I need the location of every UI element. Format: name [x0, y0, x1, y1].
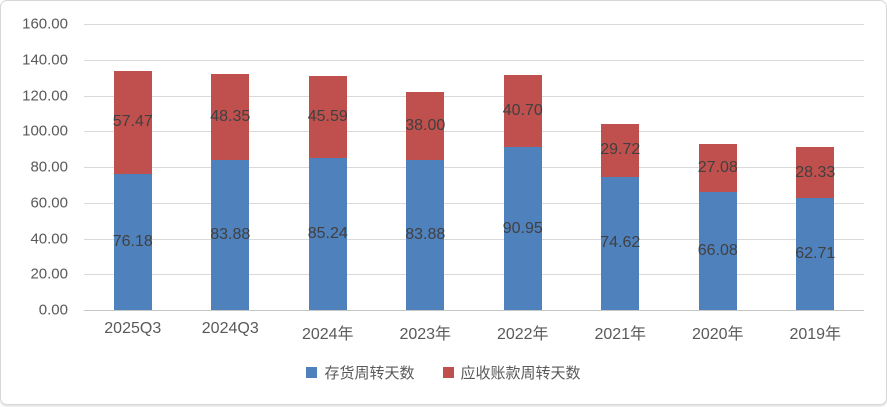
- bar-value-label: 40.70: [502, 102, 543, 120]
- gridline: [84, 24, 864, 25]
- x-category-label: 2019年: [789, 326, 842, 343]
- bar-group: 62.71 28.33: [767, 24, 865, 310]
- stacked-bar: 83.88 38.00: [405, 92, 446, 310]
- bar-value-label: 57.47: [112, 113, 153, 131]
- gridline: [84, 95, 864, 97]
- inventory-turnover-days-segment: 83.88: [210, 160, 251, 310]
- legend: 存货周转天数 应收账款周转天数: [1, 362, 886, 383]
- gridline: [84, 167, 864, 168]
- y-tick-label: 140.00: [22, 51, 68, 69]
- stacked-bar: 62.71 28.33: [795, 147, 836, 310]
- legend-label: 存货周转天数: [324, 365, 415, 382]
- bar-value-label: 28.33: [795, 163, 836, 181]
- bar-value-label: 85.24: [307, 224, 348, 242]
- receivables-turnover-days-segment: 27.08: [697, 143, 738, 192]
- x-category-label: 2024年: [301, 326, 354, 343]
- receivables-turnover-days-segment: 38.00: [405, 92, 446, 161]
- x-category-label: 2021年: [594, 326, 647, 343]
- inventory-turnover-days-segment: 62.71: [795, 197, 836, 310]
- gridline: [84, 59, 864, 61]
- x-category-label: 2024Q3: [201, 320, 259, 337]
- bar-value-label: 83.88: [405, 226, 446, 244]
- bar-group: 90.95 40.70: [474, 24, 572, 310]
- bar-value-label: 66.08: [697, 241, 738, 259]
- stacked-bar: 85.24 45.59: [307, 76, 348, 310]
- stacked-bar: 90.95 40.70: [502, 74, 543, 310]
- bar-value-label: 90.95: [502, 219, 543, 237]
- receivables-turnover-days-segment: 45.59: [307, 76, 348, 158]
- y-tick-label: 20.00: [30, 265, 68, 283]
- x-axis: 2025Q3 2024Q3 2024年 2023年 2022年 2021年 2020年 201…: [84, 320, 864, 344]
- plot-area: 76.18 57.47 83.88 48.35 85.24 45.59 83.88 38.00…: [84, 24, 864, 311]
- bar-value-label: 48.35: [210, 107, 251, 125]
- gridline: [84, 274, 864, 276]
- gridline: [84, 238, 864, 240]
- stacked-bar: 83.88 48.35: [210, 73, 251, 310]
- receivables-turnover-days-segment: 40.70: [502, 74, 543, 148]
- x-category-label: 2023年: [399, 326, 452, 343]
- bar-group: 66.08 27.08: [669, 24, 767, 310]
- y-tick-label: 60.00: [30, 194, 68, 212]
- bar-value-label: 29.72: [600, 141, 641, 159]
- inventory-turnover-days-segment: 66.08: [697, 191, 738, 310]
- bar-value-label: 83.88: [210, 226, 251, 244]
- inventory-turnover-days-segment: 74.62: [600, 176, 641, 310]
- stacked-bar: 66.08 27.08: [697, 143, 738, 310]
- y-tick-label: 160.00: [22, 15, 68, 33]
- inventory-turnover-days-segment: 90.95: [502, 147, 543, 310]
- inventory-turnover-days-segment: 83.88: [405, 160, 446, 310]
- inventory-turnover-days-segment: 76.18: [112, 173, 153, 310]
- bar-value-label: 45.59: [307, 107, 348, 125]
- bar-value-label: 76.18: [112, 232, 153, 250]
- x-category-label: 2022年: [496, 326, 549, 343]
- x-category-label: 2020年: [691, 326, 744, 343]
- bar-value-label: 38.00: [405, 117, 446, 135]
- y-tick-label: 120.00: [22, 87, 68, 104]
- legend-swatch-inventory-turnover-days: [306, 367, 318, 378]
- legend-item-inventory-turnover-days: 存货周转天数: [306, 362, 415, 383]
- legend-label: 应收账款周转天数: [460, 365, 581, 382]
- receivables-turnover-days-segment: 28.33: [795, 147, 836, 198]
- y-axis: 160.00 140.00 120.00 100.00 80.00 60.00 40.00 2…: [1, 1, 68, 404]
- bar-value-label: 27.08: [697, 158, 738, 176]
- bar-value-label: 74.62: [600, 234, 641, 252]
- bar-value-label: 62.71: [795, 244, 836, 262]
- y-tick-label: 40.00: [30, 230, 68, 247]
- gridline: [84, 202, 864, 204]
- y-tick-label: 100.00: [22, 122, 68, 140]
- legend-item-receivables-turnover-days: 应收账款周转天数: [442, 362, 581, 383]
- stacked-bar: 76.18 57.47: [112, 71, 153, 310]
- x-category-label: 2025Q3: [104, 320, 162, 337]
- inventory-turnover-days-segment: 85.24: [307, 157, 348, 310]
- gridline: [84, 131, 864, 133]
- gridline: [84, 310, 864, 311]
- bars-row: 76.18 57.47 83.88 48.35 85.24 45.59 83.88 38.00…: [84, 24, 864, 310]
- bar-group: 85.24 45.59: [279, 24, 377, 310]
- receivables-turnover-days-segment: 48.35: [210, 73, 251, 161]
- bar-group: 74.62 29.72: [572, 24, 670, 310]
- bar-group: 83.88 48.35: [182, 24, 280, 310]
- bar-group: 76.18 57.47: [84, 24, 182, 310]
- legend-swatch-receivables-turnover-days: [442, 367, 454, 378]
- stacked-bar: 74.62 29.72: [600, 123, 641, 310]
- receivables-turnover-days-segment: 29.72: [600, 123, 641, 177]
- bar-group: 83.88 38.00: [377, 24, 475, 310]
- receivables-turnover-days-segment: 57.47: [112, 71, 153, 174]
- y-tick-label: 0.00: [38, 301, 68, 319]
- y-tick-label: 80.00: [30, 158, 68, 176]
